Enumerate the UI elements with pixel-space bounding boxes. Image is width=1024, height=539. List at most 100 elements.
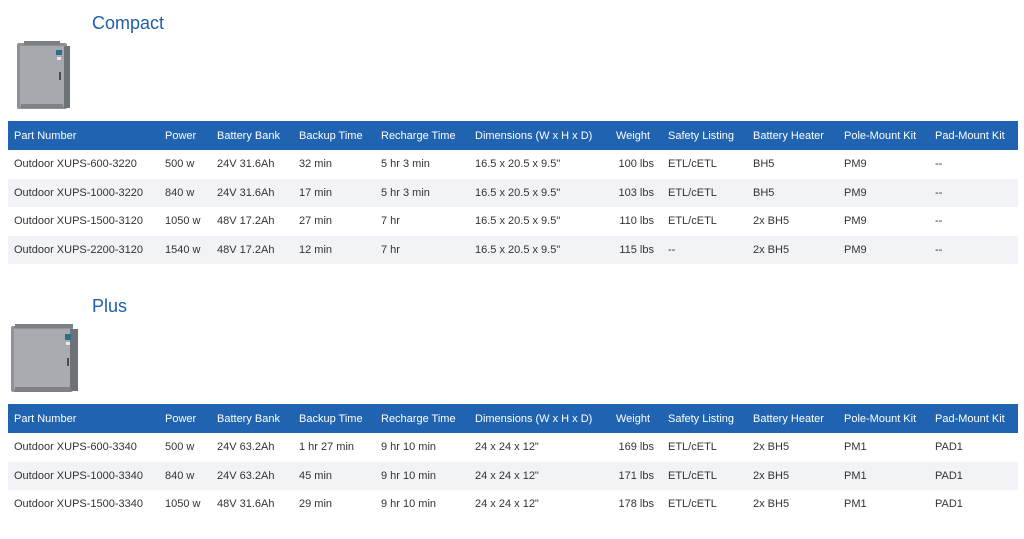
- table-cell: 500 w: [159, 150, 211, 179]
- table-cell: --: [929, 235, 1018, 264]
- table-cell: 16.5 x 20.5 x 9.5": [469, 207, 610, 236]
- column-header: Dimensions (W x H x D): [469, 121, 610, 150]
- column-header: Part Number: [8, 404, 159, 433]
- table-row: Outdoor XUPS-1500-3340 1050 w 48V 31.6Ah 29…: [8, 490, 1018, 519]
- table-cell: 48V 17.2Ah: [211, 235, 293, 264]
- column-header: Pole-Mount Kit: [838, 121, 929, 150]
- table-cell: 16.5 x 20.5 x 9.5": [469, 150, 610, 179]
- table-cell: PM9: [838, 207, 929, 236]
- table-cell: BH5: [747, 150, 838, 179]
- table-cell: 2x BH5: [747, 490, 838, 519]
- table-cell: 24 x 24 x 12": [469, 433, 610, 462]
- compact-spec-table: Part Number Power Battery Bank Backup Time R…: [8, 121, 1018, 264]
- table-cell: 24V 31.6Ah: [211, 150, 293, 179]
- table-cell: 2x BH5: [747, 207, 838, 236]
- table-cell: 7 hr: [375, 235, 469, 264]
- column-header: Safety Listing: [662, 121, 747, 150]
- table-cell: 1 hr 27 min: [293, 433, 375, 462]
- table-cell: 48V 17.2Ah: [211, 207, 293, 236]
- table-cell: Outdoor XUPS-1500-3340: [8, 490, 159, 519]
- column-header: Battery Bank: [211, 404, 293, 433]
- section-title-compact: Compact: [92, 13, 165, 33]
- table-cell: PAD1: [929, 490, 1018, 519]
- enclosure-plus-image: [11, 324, 78, 392]
- table-header-row: Part Number Power Battery Bank Backup Time R…: [8, 404, 1018, 433]
- table-cell: 48V 31.6Ah: [211, 490, 293, 519]
- enclosure-compact-image: [17, 41, 70, 109]
- column-header: Battery Heater: [747, 404, 838, 433]
- column-header: Dimensions (W x H x D): [469, 404, 610, 433]
- table-cell: PM1: [838, 433, 929, 462]
- table-cell: PAD1: [929, 433, 1018, 462]
- table-cell: 500 w: [159, 433, 211, 462]
- table-cell: 24V 63.2Ah: [211, 433, 293, 462]
- table-cell: 12 min: [293, 235, 375, 264]
- column-header: Weight: [610, 404, 662, 433]
- table-cell: 29 min: [293, 490, 375, 519]
- table-cell: 5 hr 3 min: [375, 178, 469, 207]
- table-cell: Outdoor XUPS-600-3340: [8, 433, 159, 462]
- table-cell: ETL/cETL: [662, 461, 747, 490]
- table-cell: 1540 w: [159, 235, 211, 264]
- table-cell: 45 min: [293, 461, 375, 490]
- column-header: Weight: [610, 121, 662, 150]
- table-cell: 2x BH5: [747, 235, 838, 264]
- table-cell: --: [929, 207, 1018, 236]
- table-cell: 840 w: [159, 461, 211, 490]
- table-cell: 24V 63.2Ah: [211, 461, 293, 490]
- table-cell: 5 hr 3 min: [375, 150, 469, 179]
- table-cell: Outdoor XUPS-1000-3340: [8, 461, 159, 490]
- column-header: Battery Heater: [747, 121, 838, 150]
- column-header: Recharge Time: [375, 404, 469, 433]
- table-cell: PM1: [838, 490, 929, 519]
- column-header: Power: [159, 404, 211, 433]
- table-cell: 9 hr 10 min: [375, 461, 469, 490]
- column-header: Safety Listing: [662, 404, 747, 433]
- table-cell: ETL/cETL: [662, 490, 747, 519]
- table-cell: PM1: [838, 461, 929, 490]
- table-cell: 103 lbs: [610, 178, 662, 207]
- table-cell: 9 hr 10 min: [375, 433, 469, 462]
- table-cell: 9 hr 10 min: [375, 490, 469, 519]
- table-header-row: Part Number Power Battery Bank Backup Time R…: [8, 121, 1018, 150]
- column-header: Part Number: [8, 121, 159, 150]
- table-row: Outdoor XUPS-1000-3340 840 w 24V 63.2Ah 45 …: [8, 461, 1018, 490]
- table-cell: 7 hr: [375, 207, 469, 236]
- table-cell: 2x BH5: [747, 461, 838, 490]
- column-header: Battery Bank: [211, 121, 293, 150]
- table-cell: 2x BH5: [747, 433, 838, 462]
- table-cell: ETL/cETL: [662, 150, 747, 179]
- table-cell: 840 w: [159, 178, 211, 207]
- table-cell: PM9: [838, 178, 929, 207]
- table-cell: 171 lbs: [610, 461, 662, 490]
- table-cell: 100 lbs: [610, 150, 662, 179]
- table-cell: 24V 31.6Ah: [211, 178, 293, 207]
- table-row: Outdoor XUPS-600-3340 500 w 24V 63.2Ah 1 hr…: [8, 433, 1018, 462]
- table-cell: ETL/cETL: [662, 178, 747, 207]
- column-header: Backup Time: [293, 121, 375, 150]
- table-cell: --: [662, 235, 747, 264]
- table-cell: 24 x 24 x 12": [469, 490, 610, 519]
- section-title-plus: Plus: [92, 296, 128, 316]
- table-cell: Outdoor XUPS-1000-3220: [8, 178, 159, 207]
- table-cell: 115 lbs: [610, 235, 662, 264]
- column-header: Pole-Mount Kit: [838, 404, 929, 433]
- table-cell: PM9: [838, 150, 929, 179]
- table-cell: 1050 w: [159, 207, 211, 236]
- table-cell: PAD1: [929, 461, 1018, 490]
- table-cell: 169 lbs: [610, 433, 662, 462]
- table-cell: Outdoor XUPS-600-3220: [8, 150, 159, 179]
- table-cell: 16.5 x 20.5 x 9.5": [469, 235, 610, 264]
- table-cell: Outdoor XUPS-1500-3120: [8, 207, 159, 236]
- table-cell: --: [929, 178, 1018, 207]
- table-cell: BH5: [747, 178, 838, 207]
- table-cell: ETL/cETL: [662, 207, 747, 236]
- plus-spec-table: Part Number Power Battery Bank Backup Time R…: [8, 404, 1018, 519]
- column-header: Power: [159, 121, 211, 150]
- column-header: Recharge Time: [375, 121, 469, 150]
- table-cell: 24 x 24 x 12": [469, 461, 610, 490]
- table-cell: 16.5 x 20.5 x 9.5": [469, 178, 610, 207]
- column-header: Pad-Mount Kit: [929, 121, 1018, 150]
- table-row: Outdoor XUPS-600-3220 500 w 24V 31.6Ah 32 m…: [8, 150, 1018, 179]
- table-cell: PM9: [838, 235, 929, 264]
